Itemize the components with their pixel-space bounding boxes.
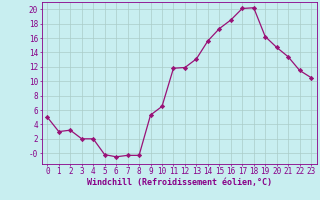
X-axis label: Windchill (Refroidissement éolien,°C): Windchill (Refroidissement éolien,°C) bbox=[87, 178, 272, 187]
